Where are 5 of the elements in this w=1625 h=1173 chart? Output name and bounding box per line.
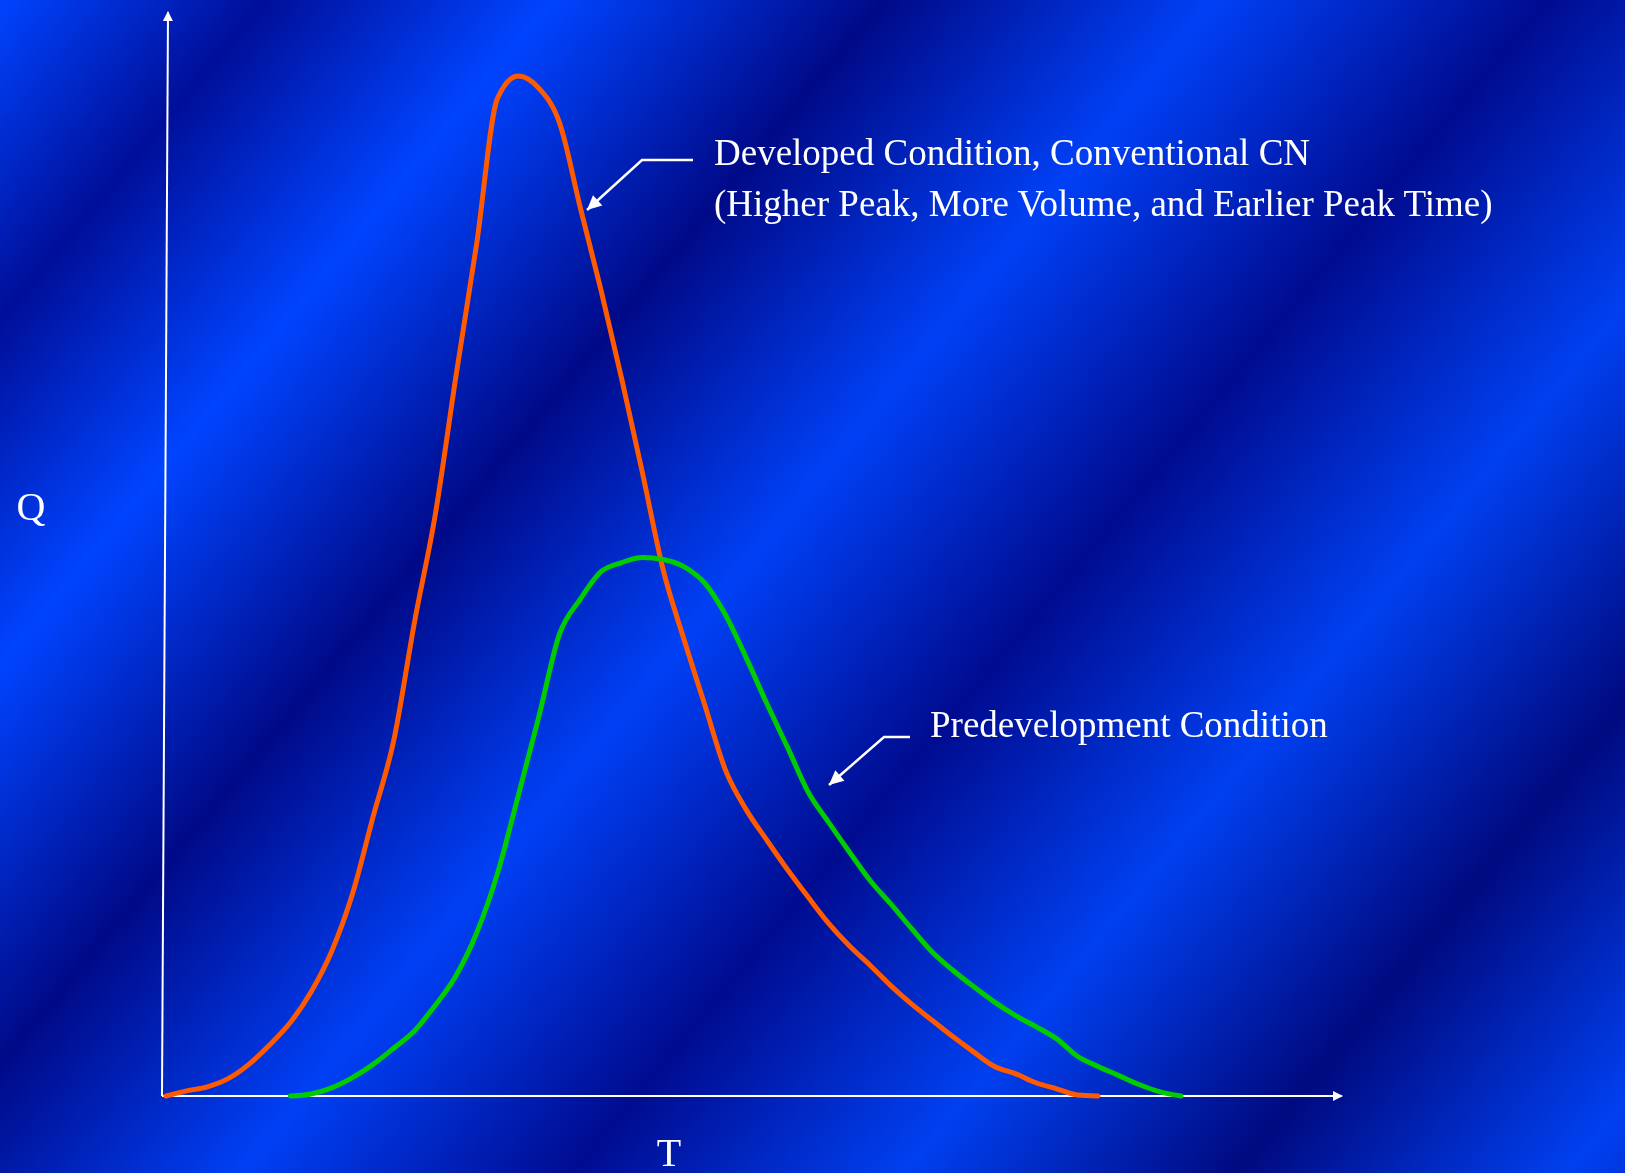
y-axis-title: Q: [16, 484, 46, 529]
annotation: (Higher Peak, More Volume, and Earlier Peak Time): [714, 183, 1493, 225]
x-axis-title: T: [656, 1130, 682, 1173]
annotation: Predevelopment Condition: [930, 704, 1328, 745]
annotation: Developed Condition, Conventional CN: [714, 132, 1311, 173]
